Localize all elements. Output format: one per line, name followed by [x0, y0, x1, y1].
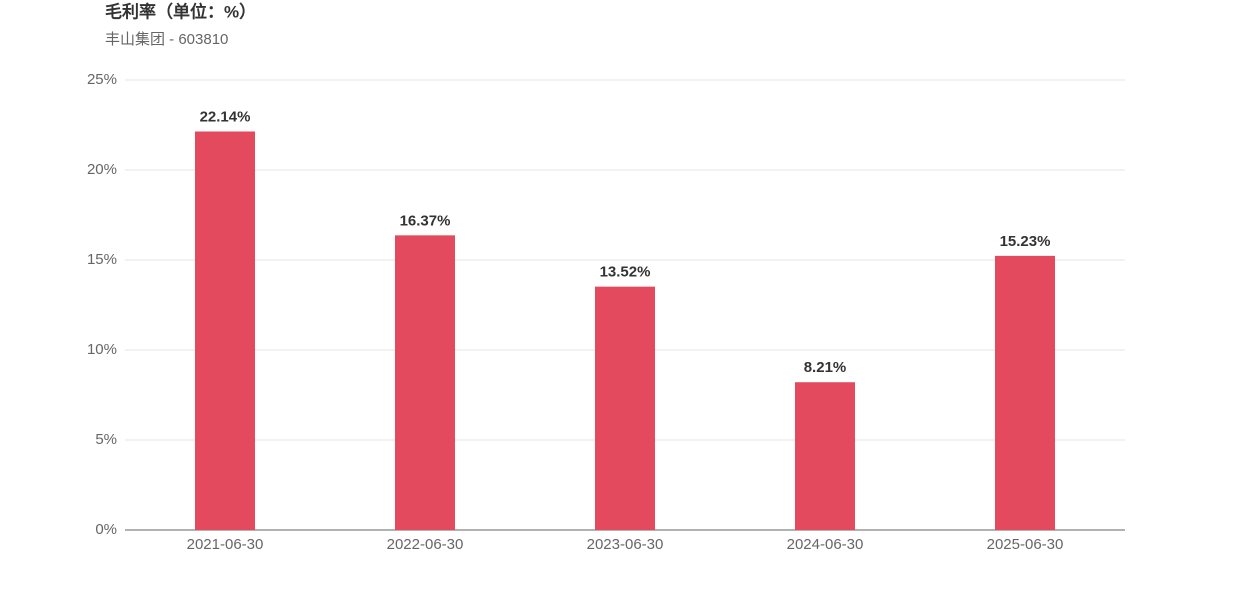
bar — [595, 286, 655, 530]
y-tick-label: 10% — [87, 341, 117, 358]
x-tick-label: 2021-06-30 — [187, 536, 264, 553]
y-tick-label: 20% — [87, 161, 117, 178]
value-label: 16.37% — [400, 212, 451, 229]
y-tick-label: 15% — [87, 251, 117, 268]
y-tick-label: 5% — [95, 431, 117, 448]
bar — [995, 255, 1055, 531]
value-label: 8.21% — [804, 359, 847, 376]
chart-title: 毛利率（单位：%） — [105, 1, 256, 21]
bar — [195, 131, 255, 531]
y-tick-label: 0% — [95, 521, 117, 538]
x-tick-label: 2022-06-30 — [387, 536, 464, 553]
x-tick-label: 2024-06-30 — [787, 536, 864, 553]
chart-subtitle: 丰山集团 - 603810 — [105, 31, 228, 48]
value-label: 22.14% — [200, 108, 251, 125]
value-label: 13.52% — [600, 264, 651, 281]
y-tick-label: 25% — [87, 71, 117, 88]
bar — [395, 235, 455, 530]
x-tick-label: 2025-06-30 — [987, 536, 1064, 553]
x-tick-label: 2023-06-30 — [587, 536, 664, 553]
bar — [795, 382, 855, 530]
value-label: 15.23% — [1000, 233, 1051, 250]
